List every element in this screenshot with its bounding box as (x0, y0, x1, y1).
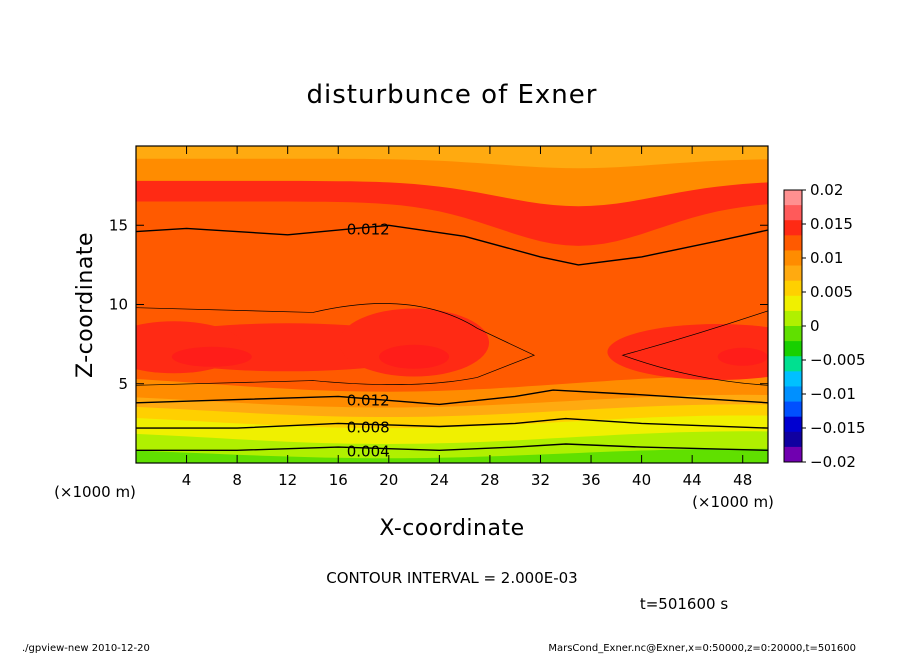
colorbar-label: 0.02 (810, 181, 843, 199)
core-region (339, 308, 490, 377)
x-unit-label: (×1000 m) (692, 493, 774, 511)
core-region (607, 324, 768, 381)
x-tick-label: 20 (379, 471, 398, 489)
colorbar-swatch (784, 326, 802, 342)
x-tick-label: 16 (329, 471, 348, 489)
colorbar-swatch (784, 401, 802, 418)
footer-left: ./gpview-new 2010-12-20 (22, 643, 150, 654)
x-axis: 4 8 12 16 20 24 28 32 36 40 44 48 (182, 146, 752, 489)
x-tick-label: 24 (430, 471, 449, 489)
colorbar-swatch (784, 386, 802, 402)
colorbar-label: 0 (810, 317, 820, 335)
contour-line-thin (621, 310, 768, 386)
colorbar-swatch (784, 205, 802, 221)
colorbar-swatch (784, 265, 802, 282)
y-tick-label: 5 (118, 375, 128, 393)
x-tick-label: 36 (581, 471, 600, 489)
colorbar-label: −0.01 (810, 385, 856, 403)
x-tick-label: 28 (480, 471, 499, 489)
colorbar-swatch (784, 431, 802, 448)
contour-band (136, 448, 768, 463)
plot-area (136, 146, 768, 463)
core-highlight (171, 346, 252, 367)
core-highlight (717, 347, 768, 366)
colorbar: 0.02 0.015 0.01 0.005 0 −0.005 −0.01 −0.015 −0.0… (783, 181, 866, 471)
colorbar-swatch (784, 295, 802, 312)
x-tick-label: 40 (632, 471, 651, 489)
x-tick-label: 12 (278, 471, 297, 489)
colorbar-label: 0.005 (810, 283, 853, 301)
contour-line (136, 417, 768, 429)
x-tick-label: 32 (531, 471, 550, 489)
contour-line (136, 443, 768, 452)
y-unit-label: (×1000 m) (54, 483, 136, 501)
colorbar-swatch (784, 250, 802, 266)
contour-line (136, 389, 768, 406)
core-highlight (379, 344, 450, 369)
y-tick-label: 15 (109, 216, 128, 234)
contour-interval-text: CONTOUR INTERVAL = 2.000E-03 (326, 569, 577, 587)
colorbar-swatch (784, 310, 802, 327)
colorbar-label: 0.01 (810, 249, 843, 267)
colorbar-swatch (784, 416, 802, 433)
footer-right: MarsCond_Exner.nc@Exner,x=0:50000,z=0:20… (548, 643, 856, 654)
colorbar-swatch (784, 341, 802, 357)
colorbar-swatch (784, 371, 802, 387)
colorbar-swatch (784, 356, 802, 372)
colorbar-label: −0.005 (810, 351, 866, 369)
colorbar-swatch (784, 446, 802, 463)
colorbar-label: −0.02 (810, 453, 856, 471)
colorbar-swatch (784, 220, 802, 236)
x-tick-label: 48 (733, 471, 752, 489)
y-tick-label: 10 (109, 296, 128, 314)
contour-label: 0.004 (347, 442, 390, 460)
y-axis: 5 10 15 (109, 216, 768, 393)
colorbar-label: 0.015 (810, 215, 853, 233)
contour-line-thin (136, 303, 536, 386)
x-axis-title: X-coordinate (379, 516, 524, 541)
x-tick-label: 8 (232, 471, 242, 489)
colorbar-swatch (784, 190, 802, 206)
colorbar-label: −0.015 (810, 419, 866, 437)
x-tick-label: 4 (182, 471, 192, 489)
contour-line (136, 224, 768, 266)
contour-lines: 0.004 0.008 0.012 0.012 (136, 220, 768, 460)
contour-label: 0.012 (347, 220, 390, 238)
contour-label: 0.008 (347, 419, 390, 437)
colorbar-swatch (784, 280, 802, 297)
y-axis-title: Z-coordinate (73, 232, 98, 378)
colorbar-swatch (784, 235, 802, 251)
contour-label: 0.012 (347, 392, 390, 410)
x-tick-label: 44 (683, 471, 702, 489)
time-text: t=501600 s (640, 595, 728, 613)
chart-title: disturbunce of Exner (307, 80, 598, 110)
